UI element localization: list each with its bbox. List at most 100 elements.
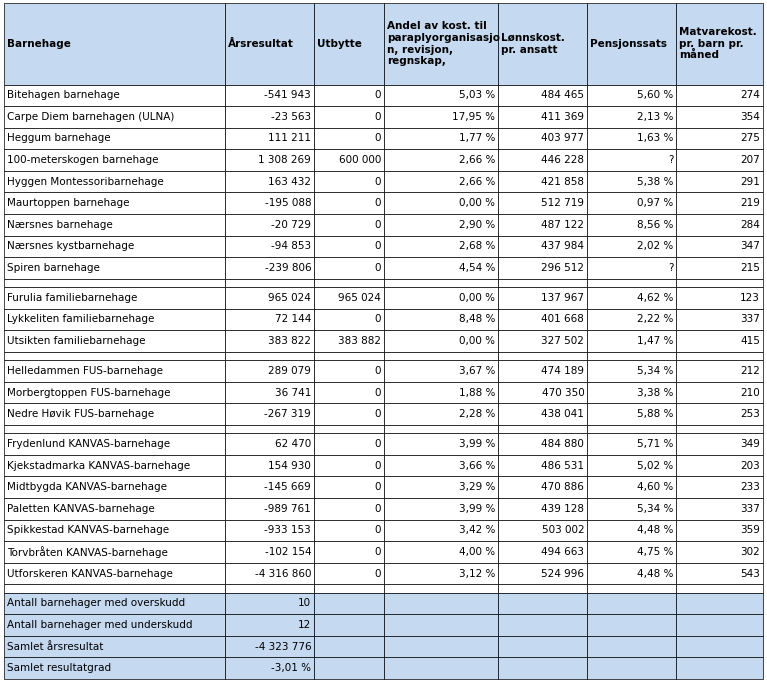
- Text: 2,68 %: 2,68 %: [459, 241, 495, 251]
- Text: 137 967: 137 967: [542, 293, 584, 303]
- Text: 1,77 %: 1,77 %: [459, 134, 495, 143]
- Bar: [676, 330, 763, 352]
- Text: 0: 0: [375, 366, 381, 376]
- Text: Lykkeliten familiebarnehage: Lykkeliten familiebarnehage: [7, 314, 154, 325]
- Bar: [4, 657, 225, 679]
- Text: 2,02 %: 2,02 %: [637, 241, 673, 251]
- Bar: [314, 192, 384, 214]
- Bar: [499, 235, 588, 257]
- Bar: [676, 257, 763, 279]
- Bar: [4, 170, 225, 192]
- Bar: [225, 85, 314, 106]
- Text: 0: 0: [375, 569, 381, 578]
- Bar: [384, 433, 499, 455]
- Bar: [676, 657, 763, 679]
- Text: 411 369: 411 369: [542, 112, 584, 122]
- Text: Frydenlund KANVAS-barnehage: Frydenlund KANVAS-barnehage: [7, 439, 170, 449]
- Bar: [499, 593, 588, 614]
- Bar: [314, 498, 384, 520]
- Text: 233: 233: [740, 482, 760, 492]
- Text: 600 000: 600 000: [339, 155, 381, 165]
- Bar: [225, 455, 314, 477]
- Text: 5,03 %: 5,03 %: [459, 90, 495, 100]
- Bar: [588, 170, 676, 192]
- Bar: [676, 128, 763, 149]
- Bar: [384, 657, 499, 679]
- Text: 12: 12: [298, 620, 311, 630]
- Bar: [676, 352, 763, 360]
- Text: ?: ?: [668, 155, 673, 165]
- Text: 446 228: 446 228: [542, 155, 584, 165]
- Bar: [314, 149, 384, 170]
- Bar: [225, 3, 314, 85]
- Text: Spikkestad KANVAS-barnehage: Spikkestad KANVAS-barnehage: [7, 525, 170, 535]
- Text: 494 663: 494 663: [542, 547, 584, 557]
- Text: Morbergtoppen FUS-barnehage: Morbergtoppen FUS-barnehage: [7, 387, 170, 398]
- Text: 337: 337: [740, 314, 760, 325]
- Bar: [499, 330, 588, 352]
- Text: 3,99 %: 3,99 %: [459, 504, 495, 514]
- Text: 503 002: 503 002: [542, 525, 584, 535]
- Text: 0: 0: [375, 547, 381, 557]
- Text: -239 806: -239 806: [265, 263, 311, 273]
- Bar: [499, 636, 588, 657]
- Text: 17,95 %: 17,95 %: [453, 112, 495, 122]
- Text: Kjekstadmarka KANVAS-barnehage: Kjekstadmarka KANVAS-barnehage: [7, 460, 190, 471]
- Bar: [314, 425, 384, 433]
- Text: 2,28 %: 2,28 %: [459, 409, 495, 419]
- Text: 219: 219: [740, 198, 760, 208]
- Bar: [676, 593, 763, 614]
- Bar: [4, 3, 225, 85]
- Bar: [225, 382, 314, 403]
- Text: -94 853: -94 853: [271, 241, 311, 251]
- Bar: [4, 287, 225, 309]
- Text: -4 316 860: -4 316 860: [255, 569, 311, 578]
- Text: Utsikten familiebarnehage: Utsikten familiebarnehage: [7, 336, 146, 346]
- Text: Årsresultat: Årsresultat: [228, 39, 294, 49]
- Bar: [384, 287, 499, 309]
- Text: 0: 0: [375, 112, 381, 122]
- Text: 327 502: 327 502: [542, 336, 584, 346]
- Text: 0: 0: [375, 504, 381, 514]
- Bar: [4, 520, 225, 541]
- Bar: [314, 287, 384, 309]
- Bar: [676, 403, 763, 425]
- Bar: [225, 520, 314, 541]
- Text: Samlet årsresultat: Samlet årsresultat: [7, 642, 104, 651]
- Text: Bitehagen barnehage: Bitehagen barnehage: [7, 90, 120, 100]
- Bar: [676, 433, 763, 455]
- Text: 100-meterskogen barnehage: 100-meterskogen barnehage: [7, 155, 159, 165]
- Bar: [676, 149, 763, 170]
- Text: 2,22 %: 2,22 %: [637, 314, 673, 325]
- Bar: [225, 498, 314, 520]
- Bar: [499, 214, 588, 235]
- Text: 0,00 %: 0,00 %: [459, 293, 495, 303]
- Text: -4 323 776: -4 323 776: [255, 642, 311, 651]
- Text: Heggum barnehage: Heggum barnehage: [7, 134, 110, 143]
- Bar: [4, 563, 225, 584]
- Bar: [588, 425, 676, 433]
- Text: 3,66 %: 3,66 %: [459, 460, 495, 471]
- Bar: [384, 257, 499, 279]
- Bar: [588, 455, 676, 477]
- Text: 2,66 %: 2,66 %: [459, 177, 495, 187]
- Text: Helledammen FUS-barnehage: Helledammen FUS-barnehage: [7, 366, 163, 376]
- Text: 1,88 %: 1,88 %: [459, 387, 495, 398]
- Text: 0: 0: [375, 220, 381, 230]
- Text: 0: 0: [375, 90, 381, 100]
- Bar: [225, 192, 314, 214]
- Bar: [384, 85, 499, 106]
- Bar: [384, 498, 499, 520]
- Text: 512 719: 512 719: [542, 198, 584, 208]
- Bar: [314, 433, 384, 455]
- Text: 347: 347: [740, 241, 760, 251]
- Bar: [499, 85, 588, 106]
- Text: Utbytte: Utbytte: [318, 39, 362, 48]
- Bar: [225, 477, 314, 498]
- Text: ?: ?: [668, 263, 673, 273]
- Bar: [676, 235, 763, 257]
- Text: Paletten KANVAS-barnehage: Paletten KANVAS-barnehage: [7, 504, 155, 514]
- Text: 401 668: 401 668: [542, 314, 584, 325]
- Bar: [384, 279, 499, 287]
- Text: 8,48 %: 8,48 %: [459, 314, 495, 325]
